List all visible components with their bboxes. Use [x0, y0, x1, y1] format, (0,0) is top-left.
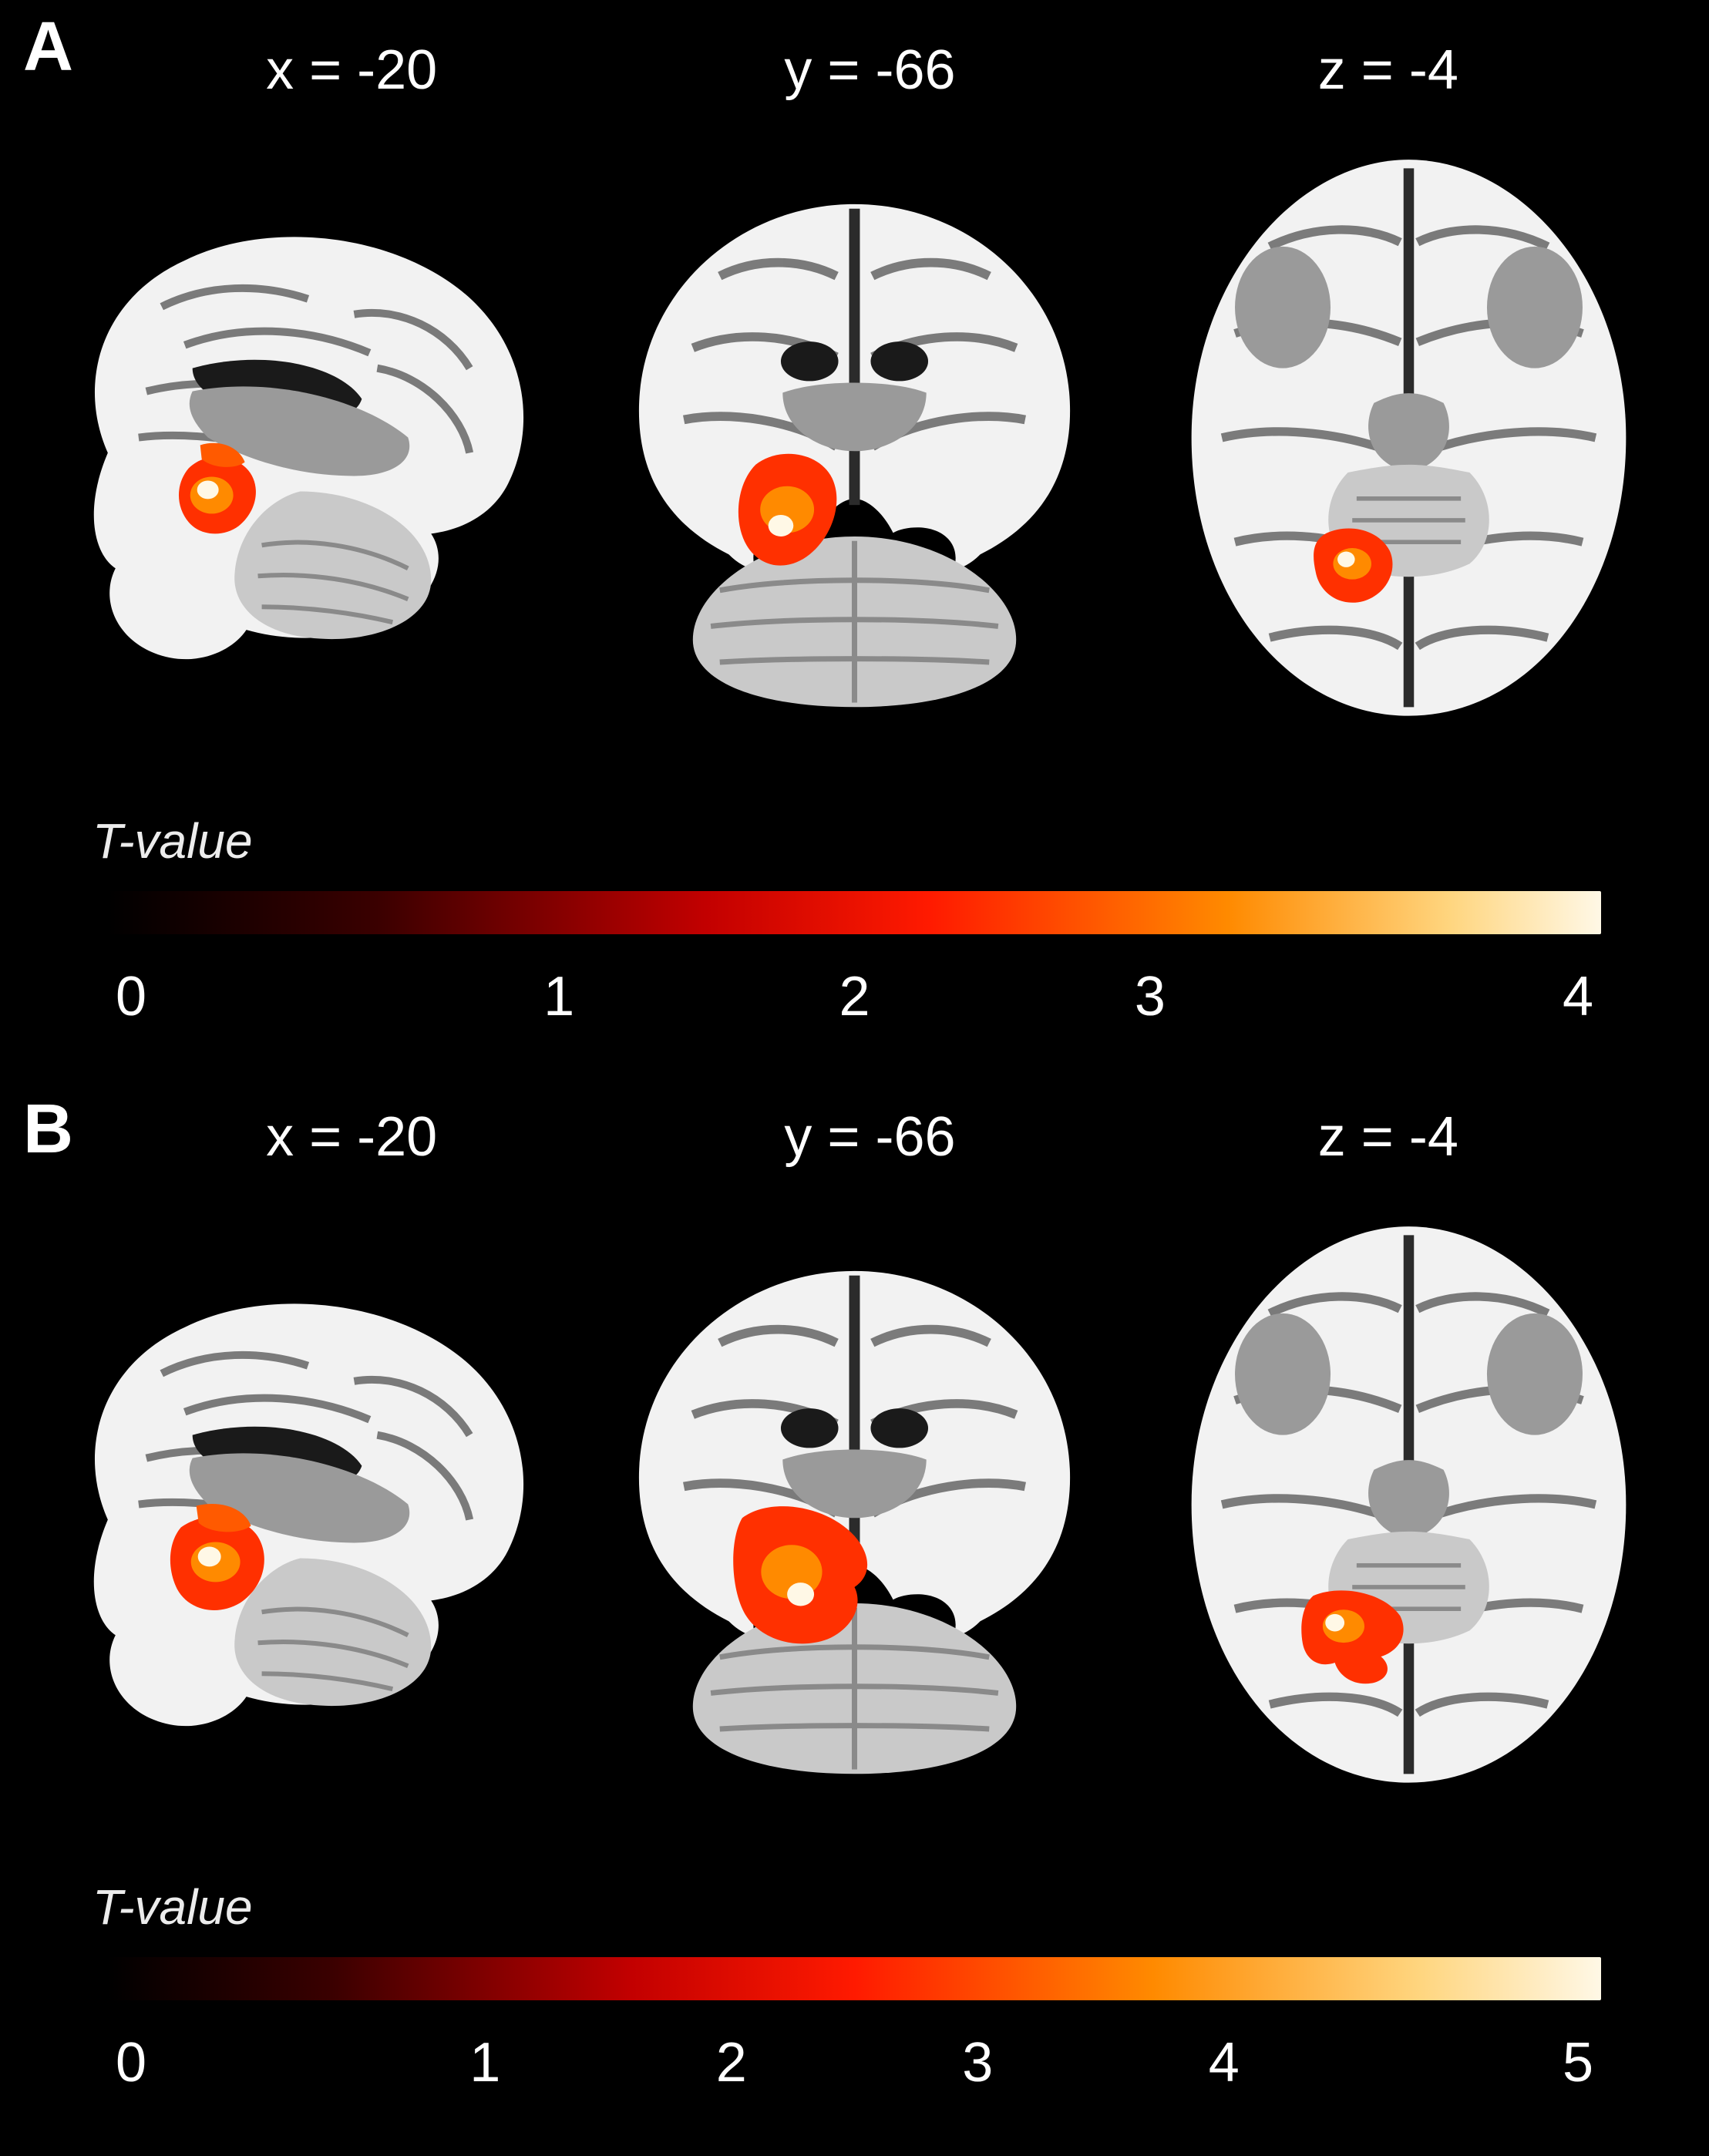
coord-y: y = -66 [611, 39, 1129, 102]
panel-b-coords: x = -20 y = -66 z = -4 [0, 1090, 1709, 1169]
coord-x: x = -20 [93, 39, 611, 102]
colorbar-tick: 3 [855, 2031, 1102, 2094]
brain-a-axial [1139, 125, 1678, 751]
colorbar-a [108, 891, 1601, 934]
sagittal-svg [31, 191, 570, 684]
brain-b-coronal [585, 1217, 1124, 1792]
coronal-svg [585, 150, 1124, 725]
axial-svg [1139, 1192, 1678, 1818]
sagittal-svg [31, 1258, 570, 1751]
colorbar-tick: 5 [1347, 2031, 1594, 2094]
tvalue-label-b: T-value [93, 1879, 1601, 1936]
figure: A x = -20 y = -66 z = -4 [0, 0, 1709, 2156]
panel-a-brain-row [0, 102, 1709, 797]
panel-b-brain-row [0, 1169, 1709, 1864]
colorbar-b-ticks: 012345 [108, 2031, 1601, 2094]
panel-a-label: A [23, 8, 73, 87]
panel-a-colorbar-section: T-value 01234 [0, 797, 1709, 1090]
colorbar-tick: 3 [1002, 965, 1297, 1028]
panel-b-label: B [23, 1090, 73, 1169]
brain-a-coronal [585, 150, 1124, 725]
brain-a-sagittal [31, 191, 570, 684]
brain-b-axial [1139, 1192, 1678, 1818]
coord-x: x = -20 [93, 1105, 611, 1169]
axial-svg [1139, 125, 1678, 751]
panel-a: A x = -20 y = -66 z = -4 [0, 0, 1709, 1090]
coord-z: z = -4 [1129, 39, 1647, 102]
tvalue-label-a: T-value [93, 812, 1601, 869]
coord-z: z = -4 [1129, 1105, 1647, 1169]
colorbar-a-ticks: 01234 [108, 965, 1601, 1028]
colorbar-tick: 0 [116, 965, 411, 1028]
colorbar-tick: 4 [1298, 965, 1593, 1028]
colorbar-b [108, 1957, 1601, 2000]
colorbar-tick: 2 [608, 2031, 855, 2094]
colorbar-tick: 0 [116, 2031, 362, 2094]
colorbar-tick: 4 [1101, 2031, 1347, 2094]
colorbar-tick: 1 [362, 2031, 609, 2094]
coronal-svg [585, 1217, 1124, 1792]
panel-b: B x = -20 y = -66 z = -4 [0, 1090, 1709, 2156]
panel-a-coords: x = -20 y = -66 z = -4 [0, 23, 1709, 102]
colorbar-tick: 1 [411, 965, 706, 1028]
panel-b-colorbar-section: T-value 012345 [0, 1863, 1709, 2156]
colorbar-tick: 2 [707, 965, 1002, 1028]
brain-b-sagittal [31, 1258, 570, 1751]
coord-y: y = -66 [611, 1105, 1129, 1169]
